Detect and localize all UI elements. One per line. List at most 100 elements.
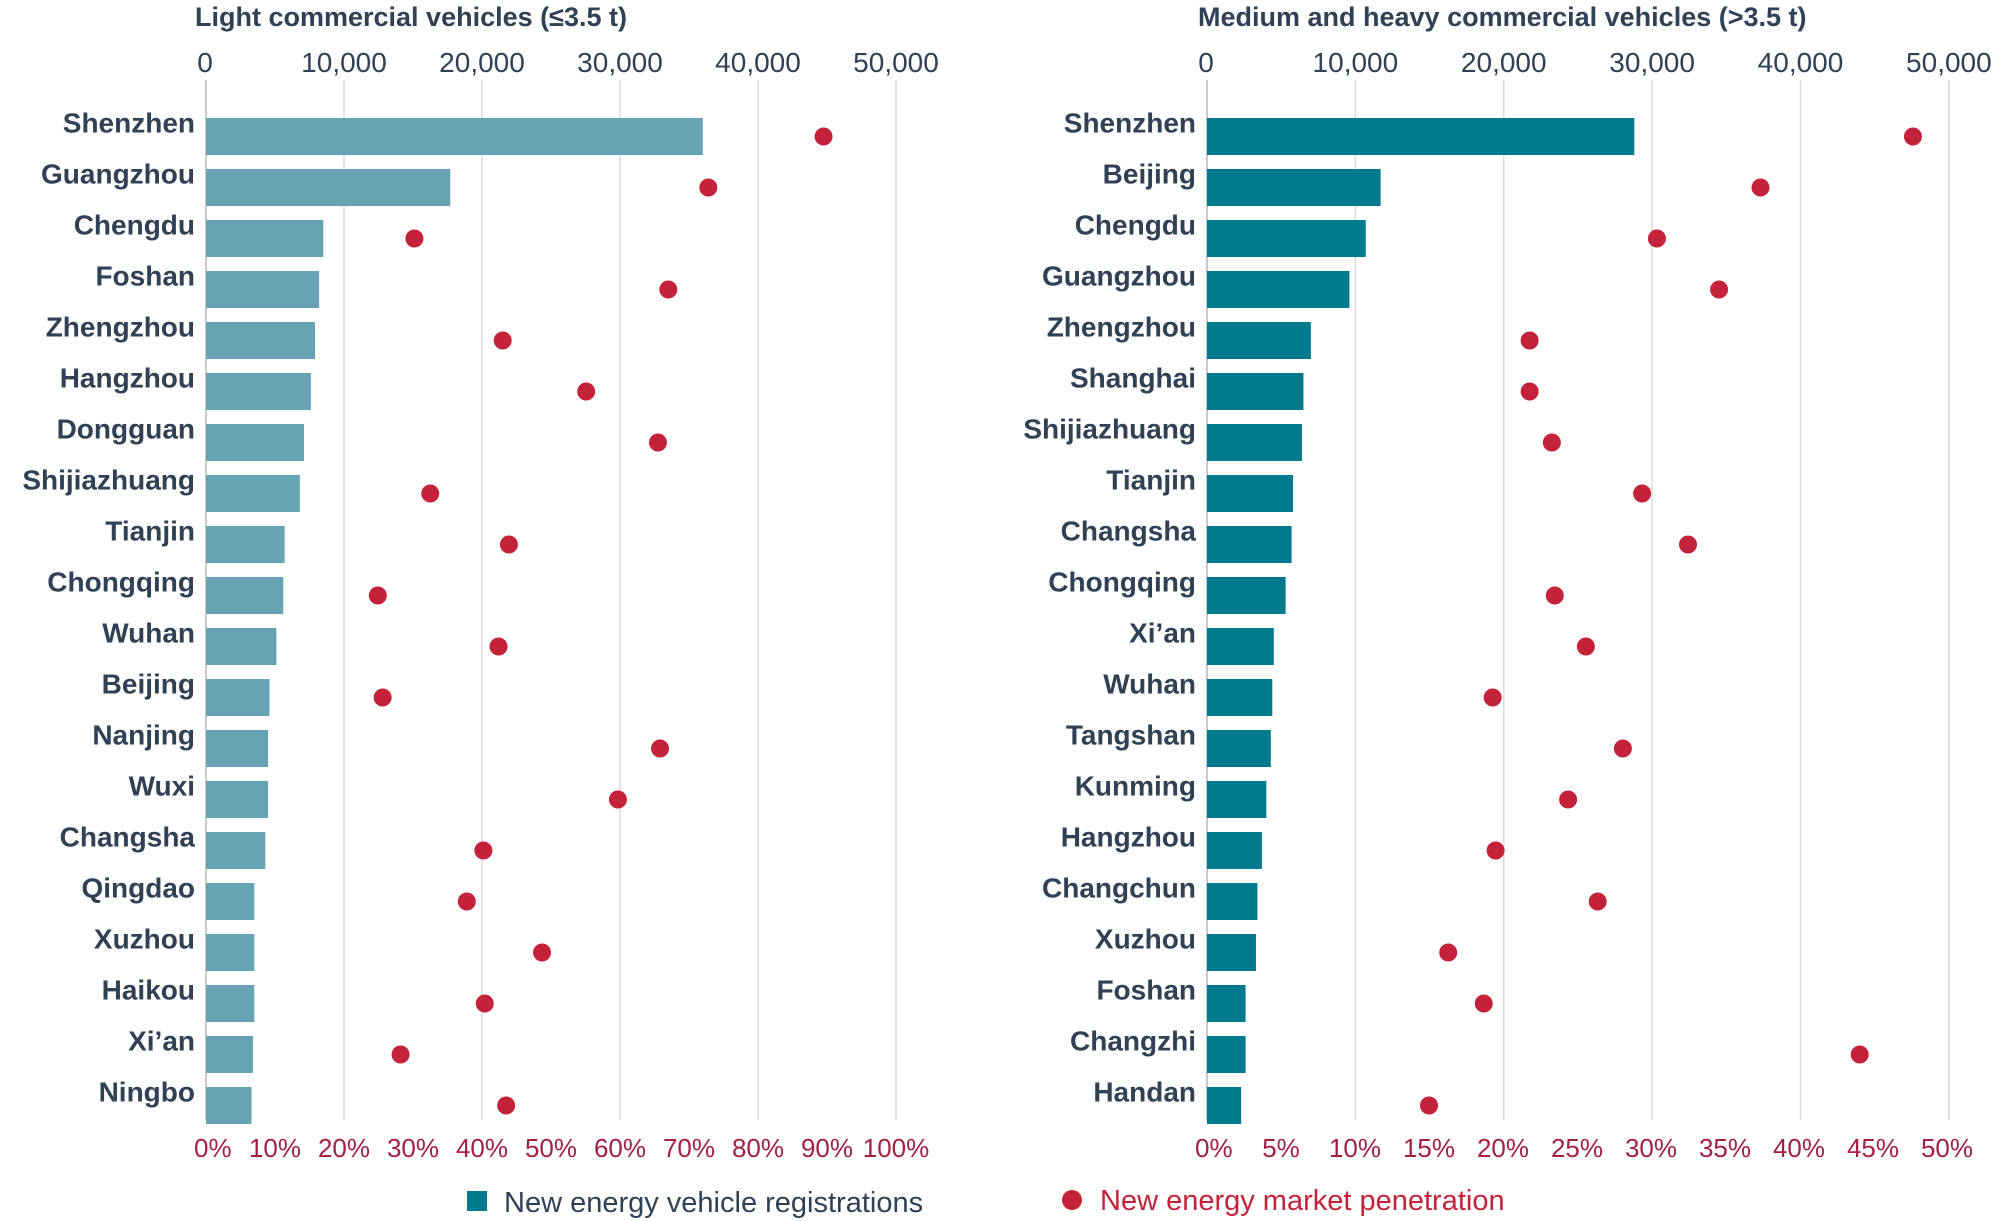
heavy-penetration-dot: [1439, 943, 1458, 962]
legend-registrations-swatch: [467, 1191, 487, 1211]
heavy-category-labels: Shenzhen Beijing Chengdu Guangzhou Zhengzhou…: [1023, 108, 1196, 1108]
heavy-category-label: Tangshan: [1066, 720, 1196, 751]
light-bar: [206, 730, 269, 767]
heavy-penetration-dot: [1559, 790, 1578, 809]
light-category-label: Ningbo: [99, 1077, 195, 1108]
light-bottom-tick-label: 70%: [663, 1133, 715, 1163]
heavy-penetration-dot: [1633, 484, 1652, 503]
heavy-bar: [1207, 934, 1256, 971]
heavy-penetration-dot: [1613, 739, 1632, 758]
heavy-top-tick-label: 50,000: [1906, 47, 1992, 78]
legend-penetration-label: New energy market penetration: [1100, 1185, 1505, 1217]
light-category-label: Tianjin: [105, 516, 195, 547]
light-dots: [368, 127, 833, 1115]
light-bottom-tick-label: 30%: [387, 1133, 439, 1163]
light-bar: [206, 1036, 253, 1073]
heavy-category-label: Shijiazhuang: [1023, 414, 1196, 445]
light-top-tick-label: 30,000: [577, 47, 663, 78]
light-bottom-tick-label: 90%: [801, 1133, 853, 1163]
light-bottom-ticks: 0% 10% 20% 30% 40% 50% 60% 70% 80% 90% 100%: [194, 1133, 929, 1163]
heavy-category-label: Xi’an: [1129, 618, 1196, 649]
heavy-penetration-dot: [1710, 280, 1729, 299]
light-bar: [206, 424, 304, 461]
heavy-top-tick-label: 0: [1198, 47, 1214, 78]
heavy-bar: [1207, 985, 1246, 1022]
heavy-bottom-tick-label: 45%: [1847, 1133, 1899, 1163]
heavy-bar: [1207, 475, 1294, 512]
light-bar: [206, 934, 255, 971]
light-bottom-tick-label: 40%: [456, 1133, 508, 1163]
heavy-bar: [1207, 169, 1381, 206]
heavy-bottom-tick-label: 50%: [1921, 1133, 1973, 1163]
heavy-top-tick-label: 20,000: [1461, 47, 1547, 78]
heavy-bottom-tick-label: 10%: [1329, 1133, 1381, 1163]
light-top-tick-label: 10,000: [301, 47, 387, 78]
heavy-penetration-dot: [1588, 892, 1607, 911]
heavy-bottom-ticks: 0% 5% 10% 15% 20% 25% 30% 35% 40% 45% 50%: [1195, 1133, 1973, 1163]
light-category-label: Shenzhen: [63, 108, 195, 139]
heavy-chart: Medium and heavy commercial vehicles (>3…: [1023, 2, 1991, 1163]
heavy-bottom-tick-label: 40%: [1773, 1133, 1825, 1163]
heavy-bar: [1207, 118, 1635, 155]
light-category-label: Nanjing: [92, 720, 195, 751]
light-penetration-dot: [421, 484, 440, 503]
light-category-label: Qingdao: [81, 873, 195, 904]
light-penetration-dot: [659, 280, 678, 299]
light-penetration-dot: [499, 535, 518, 554]
light-bottom-tick-label: 10%: [249, 1133, 301, 1163]
heavy-bottom-tick-label: 0%: [1195, 1133, 1233, 1163]
light-penetration-dot: [373, 688, 392, 707]
light-penetration-dot: [475, 994, 494, 1013]
heavy-bar: [1207, 781, 1267, 818]
heavy-penetration-dot: [1474, 994, 1493, 1013]
light-bar: [206, 220, 324, 257]
heavy-category-label: Tianjin: [1106, 465, 1196, 496]
light-bar: [206, 832, 266, 869]
light-category-label: Wuhan: [102, 618, 195, 649]
heavy-bar: [1207, 526, 1292, 563]
light-bar: [206, 526, 285, 563]
heavy-penetration-dot: [1483, 688, 1502, 707]
heavy-top-tick-label: 40,000: [1758, 47, 1844, 78]
light-category-label: Shijiazhuang: [22, 465, 195, 496]
light-penetration-dot: [405, 229, 424, 248]
light-category-label: Beijing: [102, 669, 195, 700]
heavy-bar: [1207, 322, 1311, 359]
heavy-penetration-dot: [1751, 178, 1770, 197]
light-penetration-dot: [699, 178, 718, 197]
light-bar: [206, 322, 316, 359]
light-penetration-dot: [648, 433, 667, 452]
light-category-label: Foshan: [95, 261, 195, 292]
light-bar: [206, 271, 320, 308]
light-bar: [206, 679, 270, 716]
light-category-label: Xi’an: [128, 1026, 195, 1057]
light-top-tick-label: 0: [197, 47, 213, 78]
light-bar: [206, 577, 284, 614]
light-category-label: Wuxi: [129, 771, 195, 802]
light-bar: [206, 373, 311, 410]
heavy-chart-title: Medium and heavy commercial vehicles (>3…: [1198, 2, 1807, 32]
heavy-category-label: Chengdu: [1075, 210, 1196, 241]
light-penetration-dot: [489, 637, 508, 656]
light-penetration-dot: [533, 943, 552, 962]
heavy-bar: [1207, 271, 1350, 308]
light-bottom-tick-label: 60%: [594, 1133, 646, 1163]
light-bar: [206, 883, 255, 920]
light-category-label: Chongqing: [47, 567, 195, 598]
light-chart: Light commercial vehicles (≤3.5 t) 0 10,0…: [22, 2, 939, 1163]
light-category-label: Dongguan: [57, 414, 195, 445]
heavy-category-label: Beijing: [1103, 159, 1196, 190]
light-category-label: Haikou: [102, 975, 195, 1006]
heavy-category-label: Shanghai: [1070, 363, 1196, 394]
light-category-label: Changsha: [60, 822, 196, 853]
heavy-penetration-dot: [1850, 1045, 1869, 1064]
light-penetration-dot: [651, 739, 670, 758]
heavy-bottom-tick-label: 25%: [1551, 1133, 1603, 1163]
light-top-tick-label: 50,000: [853, 47, 939, 78]
light-bar: [206, 628, 277, 665]
heavy-penetration-dot: [1545, 586, 1564, 605]
light-bar: [206, 1087, 252, 1124]
heavy-penetration-dot: [1420, 1096, 1438, 1115]
heavy-top-tick-label: 10,000: [1313, 47, 1399, 78]
